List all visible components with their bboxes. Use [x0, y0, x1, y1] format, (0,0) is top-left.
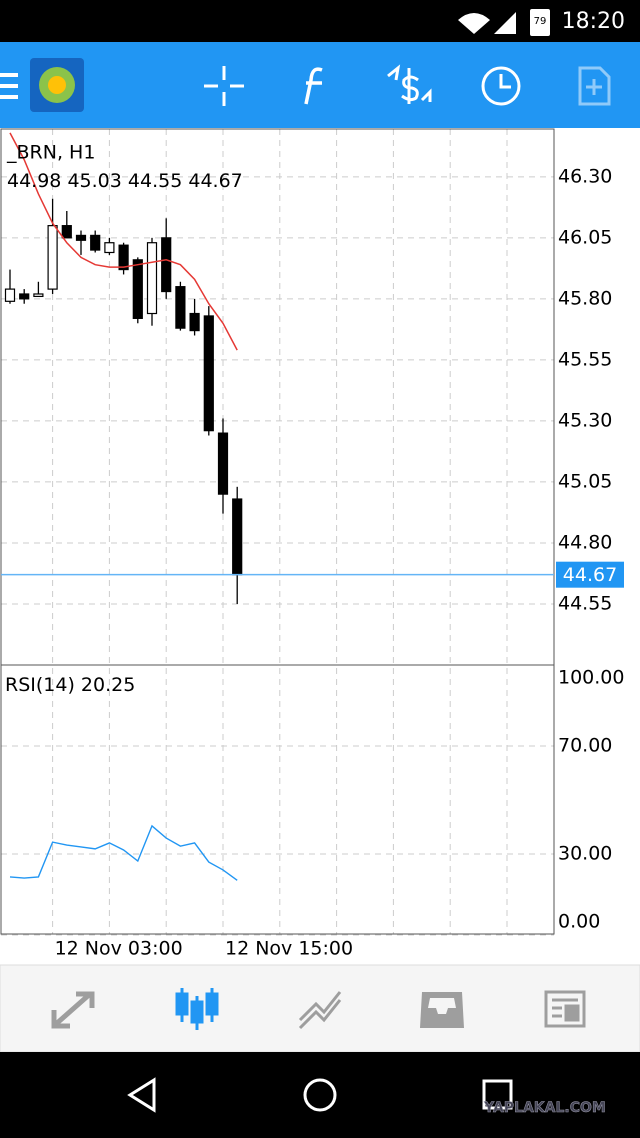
y-tick-label: 46.30 [558, 165, 612, 187]
header-low: 44.55 [128, 170, 182, 192]
y-tick-label: 45.55 [558, 348, 612, 370]
candle-body [47, 225, 58, 290]
candle-body [203, 315, 214, 432]
candle-body [75, 234, 87, 241]
plot: 46.30 46.05 45.80 45.55 45.30 45.05 44.80 44.55… [1, 132, 624, 960]
header-high: 45.03 [67, 170, 121, 192]
indicators-button[interactable] [304, 67, 323, 105]
rsi-line [9, 824, 238, 881]
back-button[interactable] [127, 1077, 156, 1113]
y-tick-label: 45.80 [558, 287, 612, 309]
system-nav [0, 1052, 640, 1138]
candle-body [90, 234, 101, 251]
news-tab[interactable] [544, 990, 586, 1028]
clock: 18:20 [562, 9, 625, 34]
battery-level: 79 [534, 16, 547, 27]
crosshair-button[interactable] [204, 66, 244, 106]
trade-tab[interactable] [298, 991, 342, 1030]
candle-body [175, 286, 186, 329]
candle-body [118, 244, 129, 271]
rsi-title: RSI(14) [5, 674, 75, 696]
candle-body [161, 237, 172, 293]
wifi-icon [458, 13, 490, 34]
new-order-button[interactable] [578, 66, 611, 106]
watermark: YAPLAKAL.COM [483, 1100, 606, 1116]
rsi-last: 20.25 [81, 674, 135, 696]
candle-body [33, 293, 44, 298]
y-tick-label: 44.80 [558, 531, 612, 553]
header-close: 44.67 [188, 170, 242, 192]
candle-body [217, 432, 229, 495]
y-tick-label: 45.30 [558, 409, 612, 431]
candle-body [232, 498, 243, 576]
history-tab[interactable] [420, 992, 464, 1028]
x-tick-label: 12 Nov 03:00 [55, 938, 183, 960]
candle-body [19, 293, 30, 300]
y-tick-label: 100.00 [558, 667, 624, 689]
candle-body [189, 312, 200, 332]
period-button[interactable] [481, 66, 521, 106]
recents-button[interactable] [482, 1079, 513, 1110]
signal-icon [494, 12, 516, 34]
home-button[interactable] [303, 1078, 337, 1112]
y-tick-label: 30.00 [558, 843, 612, 865]
y-tick-label: 0.00 [558, 911, 600, 933]
y-tick-label: 70.00 [558, 735, 612, 757]
y-tick-label: 44.55 [558, 592, 612, 614]
symbol-title: _BRN, H1 [6, 142, 95, 164]
header-open: 44.98 [7, 170, 61, 192]
y-tick-label: 46.05 [558, 226, 612, 248]
app-logo[interactable] [30, 58, 84, 112]
candle-body [146, 242, 158, 315]
ohlc-header: 44.98 45.03 44.55 44.67 [7, 170, 243, 192]
rsi-header: RSI(14) 20.25 [5, 674, 135, 696]
rsi-panel [0, 664, 555, 935]
moving-average [9, 132, 238, 351]
price-tag-label: 44.67 [563, 564, 617, 586]
candle-body [4, 288, 16, 302]
toolbar [0, 42, 640, 128]
quotes-tab[interactable] [51, 991, 95, 1029]
candle-body [132, 259, 143, 319]
y-tick-label: 45.05 [558, 470, 612, 492]
price-tag [556, 561, 624, 588]
x-tick-label: 12 Nov 15:00 [225, 938, 353, 960]
chart-tab[interactable] [175, 988, 219, 1030]
menu-button[interactable] [0, 73, 18, 99]
trade-button[interactable] [387, 64, 432, 104]
candle-body [104, 242, 115, 254]
candle-body [61, 225, 72, 239]
battery-icon [530, 9, 550, 36]
chart-background [0, 128, 640, 965]
